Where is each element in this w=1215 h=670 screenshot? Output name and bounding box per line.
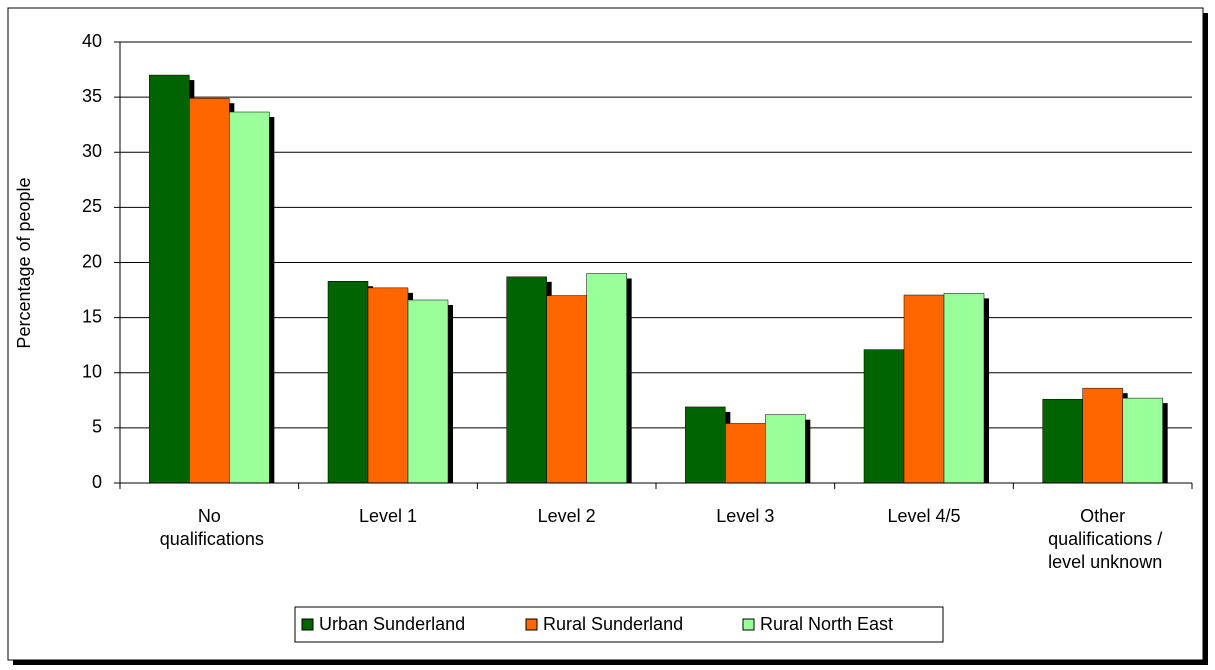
bar bbox=[943, 293, 985, 484]
bar bbox=[1122, 397, 1163, 484]
bar bbox=[685, 406, 726, 484]
bar bbox=[506, 276, 547, 484]
legend-swatch bbox=[742, 618, 755, 631]
x-tick-label: Level 1 bbox=[359, 506, 417, 526]
bar bbox=[903, 294, 945, 484]
bar bbox=[327, 280, 369, 484]
bar bbox=[765, 414, 806, 484]
y-tick-label: 30 bbox=[82, 141, 102, 161]
legend-swatch bbox=[301, 618, 314, 631]
bar bbox=[1042, 398, 1083, 484]
y-tick-label: 40 bbox=[82, 31, 102, 51]
bar bbox=[725, 423, 766, 484]
bar bbox=[149, 74, 190, 484]
bar bbox=[229, 111, 270, 484]
x-tick-label: Other qualifications / level unknown bbox=[1043, 506, 1162, 572]
bar bbox=[586, 273, 627, 484]
y-tick-label: 20 bbox=[82, 251, 102, 271]
bar bbox=[189, 97, 230, 484]
bar bbox=[367, 287, 409, 484]
x-tick-label: No qualifications bbox=[155, 506, 264, 549]
y-tick-label: 35 bbox=[82, 86, 102, 106]
legend-label: Urban Sunderland bbox=[319, 614, 465, 634]
y-tick-label: 0 bbox=[92, 472, 102, 492]
bar bbox=[1082, 387, 1123, 484]
legend-swatch bbox=[525, 618, 538, 631]
y-tick-label: 15 bbox=[82, 306, 102, 326]
legend-label: Rural Sunderland bbox=[543, 614, 683, 634]
bar bbox=[407, 299, 449, 484]
y-tick-label: 5 bbox=[92, 417, 102, 437]
x-tick-label: Level 4/5 bbox=[887, 506, 960, 526]
y-axis-label: Percentage of people bbox=[14, 177, 34, 348]
legend-label: Rural North East bbox=[760, 614, 893, 634]
x-tick-label: Level 2 bbox=[538, 506, 596, 526]
y-tick-label: 25 bbox=[82, 196, 102, 216]
legend-box bbox=[294, 606, 944, 643]
bar bbox=[546, 295, 587, 484]
y-tick-label: 10 bbox=[82, 362, 102, 382]
x-tick-label: Level 3 bbox=[716, 506, 774, 526]
bar bbox=[863, 349, 905, 484]
